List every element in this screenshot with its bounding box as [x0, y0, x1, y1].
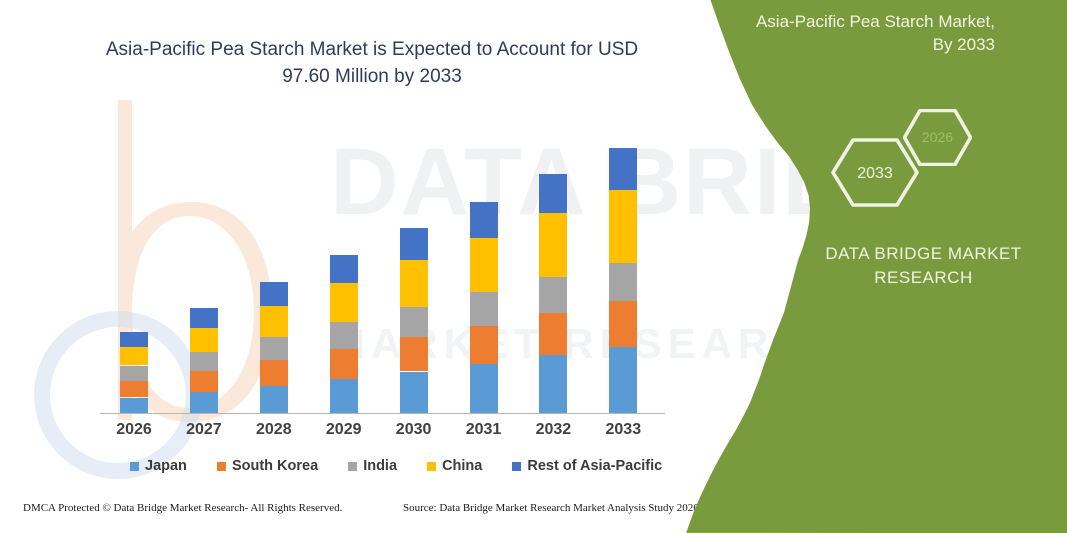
svg-text:2026: 2026 [922, 129, 953, 145]
svg-text:2033: 2033 [857, 165, 893, 182]
